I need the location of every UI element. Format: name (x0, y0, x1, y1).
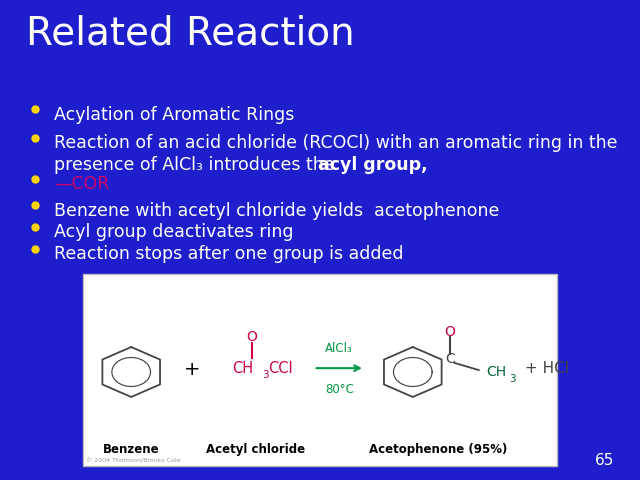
Text: O: O (445, 324, 455, 339)
Text: CH: CH (232, 360, 253, 376)
Text: Acetophenone (95%): Acetophenone (95%) (369, 443, 508, 456)
Text: presence of AlCl₃ introduces the: presence of AlCl₃ introduces the (54, 156, 340, 174)
Text: Acyl group deactivates ring: Acyl group deactivates ring (54, 223, 294, 241)
Text: —COR: —COR (54, 175, 110, 193)
Text: Benzene with acetyl chloride yields  acetophenone: Benzene with acetyl chloride yields acet… (54, 202, 500, 220)
Text: CCl: CCl (268, 360, 292, 376)
Text: Reaction of an acid chloride (RCOCl) with an aromatic ring in the: Reaction of an acid chloride (RCOCl) wit… (54, 134, 618, 153)
Bar (83, 274, 557, 466)
Text: CH: CH (486, 365, 506, 379)
Text: 3: 3 (262, 371, 268, 380)
Text: + HCl: + HCl (525, 360, 569, 376)
Text: Acylation of Aromatic Rings: Acylation of Aromatic Rings (54, 106, 295, 123)
Text: acyl group,: acyl group, (318, 156, 428, 174)
Text: +: + (184, 360, 200, 379)
Text: Reaction stops after one group is added: Reaction stops after one group is added (54, 245, 404, 263)
Text: Benzene: Benzene (103, 443, 159, 456)
Text: 65: 65 (595, 453, 614, 468)
Text: AlCl₃: AlCl₃ (325, 342, 353, 355)
Text: C: C (445, 352, 455, 366)
Text: © 2004 Thomson/Brooks Cole: © 2004 Thomson/Brooks Cole (86, 458, 181, 464)
Text: Acetyl chloride: Acetyl chloride (207, 443, 305, 456)
Text: Related Reaction: Related Reaction (26, 14, 354, 52)
Text: 80°C: 80°C (324, 383, 354, 396)
Text: O: O (246, 330, 257, 345)
Text: 3: 3 (509, 374, 516, 384)
